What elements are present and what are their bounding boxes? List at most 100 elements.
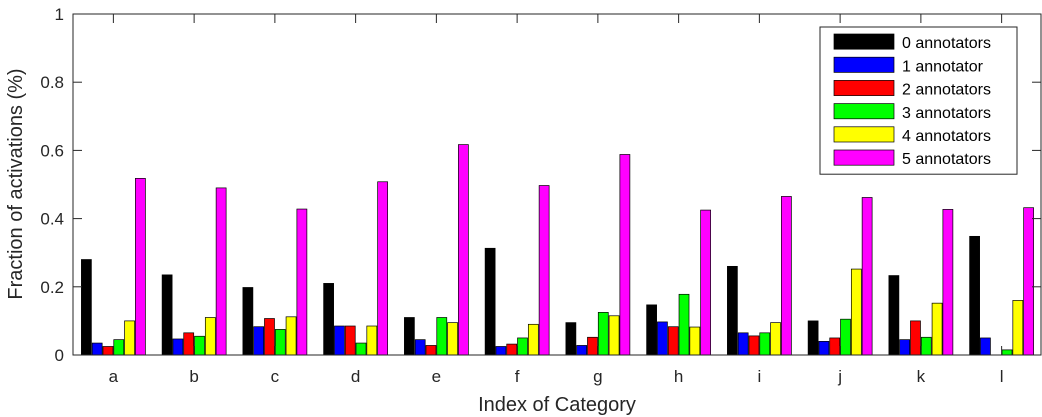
bar-d-series-2	[344, 325, 356, 356]
bar-g-series-4	[608, 315, 620, 356]
bar-h-series-2	[667, 326, 679, 356]
bar-i-series-2	[748, 335, 760, 356]
y-tick-label: 0.8	[40, 73, 64, 92]
bar-j-series-5	[861, 197, 873, 356]
bar-a-series-5	[135, 178, 146, 356]
y-axis-title: Fraction of activations (%)	[5, 68, 27, 299]
bar-l-series-3	[1001, 349, 1013, 356]
bar-a-series-2	[102, 346, 114, 356]
bar-c-series-3	[274, 329, 286, 356]
bars-layer	[81, 144, 1034, 356]
bar-f-series-0	[484, 247, 496, 356]
bar-a-series-0	[81, 259, 92, 356]
bar-i-series-1	[737, 332, 749, 356]
bar-d-series-4	[366, 325, 378, 356]
bar-f-series-2	[506, 343, 518, 356]
bar-j-series-2	[829, 337, 841, 356]
bar-h-series-5	[700, 209, 711, 356]
y-tick-label: 1	[55, 5, 64, 24]
bar-i-series-3	[759, 332, 771, 356]
bar-i-series-5	[781, 196, 792, 356]
legend-label-series-1: 1 annotator	[902, 58, 984, 75]
bar-d-series-0	[323, 283, 334, 356]
bar-l-series-4	[1012, 300, 1024, 356]
x-tick-label: i	[757, 367, 761, 386]
legend: 0 annotators 1 annotator 2 annotators 3 ann…	[819, 26, 1018, 175]
bar-j-series-0	[807, 320, 819, 356]
bar-l-series-5	[1023, 207, 1034, 356]
bar-b-series-0	[161, 274, 173, 356]
legend-label-series-5: 5 annotators	[902, 151, 991, 168]
legend-label-series-0: 0 annotators	[902, 35, 991, 52]
bar-e-series-4	[447, 322, 458, 356]
bar-k-series-1	[899, 339, 911, 356]
x-tick-label: f	[515, 367, 520, 386]
x-tick-label: a	[109, 367, 119, 386]
bar-g-series-3	[597, 312, 609, 356]
x-tick-label: l	[1000, 367, 1004, 386]
plot-frame	[72, 13, 1042, 356]
bar-j-series-1	[818, 341, 830, 356]
legend-label-series-2: 2 annotators	[902, 82, 991, 99]
y-tick-label: 0.6	[40, 141, 64, 160]
bar-e-series-3	[436, 317, 448, 356]
bar-f-series-1	[495, 346, 507, 356]
bar-d-series-1	[334, 325, 345, 356]
bar-f-series-5	[538, 185, 550, 356]
bar-e-series-0	[404, 317, 415, 356]
bar-b-series-3	[194, 335, 205, 356]
bar-k-series-4	[931, 302, 943, 356]
legend-swatch-series-2	[833, 80, 895, 96]
x-tick-label: k	[917, 367, 926, 386]
bar-e-series-2	[425, 345, 437, 356]
bar-e-series-1	[414, 339, 426, 356]
legend-swatch-series-0	[833, 33, 895, 50]
bar-k-series-5	[942, 209, 954, 356]
bar-b-series-1	[172, 338, 184, 356]
x-tick-label: j	[837, 367, 842, 386]
bar-l-series-0	[969, 235, 980, 356]
legend-swatch-series-5	[833, 149, 895, 166]
bar-i-series-4	[770, 322, 781, 356]
y-tick-label: 0	[55, 346, 64, 365]
bar-b-series-4	[204, 317, 216, 356]
bar-f-series-3	[517, 337, 528, 356]
legend-label-series-4: 4 annotators	[902, 128, 991, 145]
bar-h-series-4	[689, 326, 701, 356]
bar-b-series-5	[215, 187, 227, 356]
x-tick-label: g	[593, 367, 602, 386]
bar-a-series-1	[91, 342, 103, 356]
bar-k-series-0	[888, 275, 900, 356]
bar-h-series-0	[646, 304, 657, 356]
x-axis-title: Index of Category	[478, 394, 636, 416]
bar-d-series-3	[355, 342, 367, 356]
legend-swatch-series-3	[833, 103, 895, 120]
x-tick-label: c	[271, 367, 280, 386]
bar-i-series-0	[727, 265, 738, 356]
bar-a-series-4	[124, 320, 135, 356]
y-tick-label: 0.4	[40, 210, 64, 229]
bar-d-series-5	[377, 181, 388, 356]
bar-k-series-3	[920, 336, 932, 356]
legend-swatch-series-1	[833, 56, 895, 73]
bar-g-series-2	[587, 336, 598, 356]
legend-label-series-3: 3 annotators	[902, 105, 991, 122]
bar-j-series-3	[840, 318, 851, 356]
bar-c-series-2	[264, 318, 275, 356]
bar-a-series-3	[113, 339, 125, 356]
bar-f-series-4	[527, 323, 539, 356]
bar-c-series-4	[285, 316, 297, 356]
bar-h-series-3	[678, 293, 690, 356]
bar-g-series-0	[565, 322, 577, 356]
y-tick-label: 0.2	[40, 278, 64, 297]
bar-g-series-1	[576, 345, 588, 356]
bar-g-series-5	[619, 154, 631, 356]
bar-c-series-0	[242, 287, 254, 356]
legend-swatch-series-4	[833, 126, 895, 143]
bar-h-series-1	[657, 321, 668, 356]
bar-j-series-4	[850, 268, 862, 356]
bar-k-series-2	[910, 320, 921, 356]
axes-layer: 0 0.2 0.4 0.6 0.8 1 a b c d e f g h i j k l	[40, 5, 1042, 386]
